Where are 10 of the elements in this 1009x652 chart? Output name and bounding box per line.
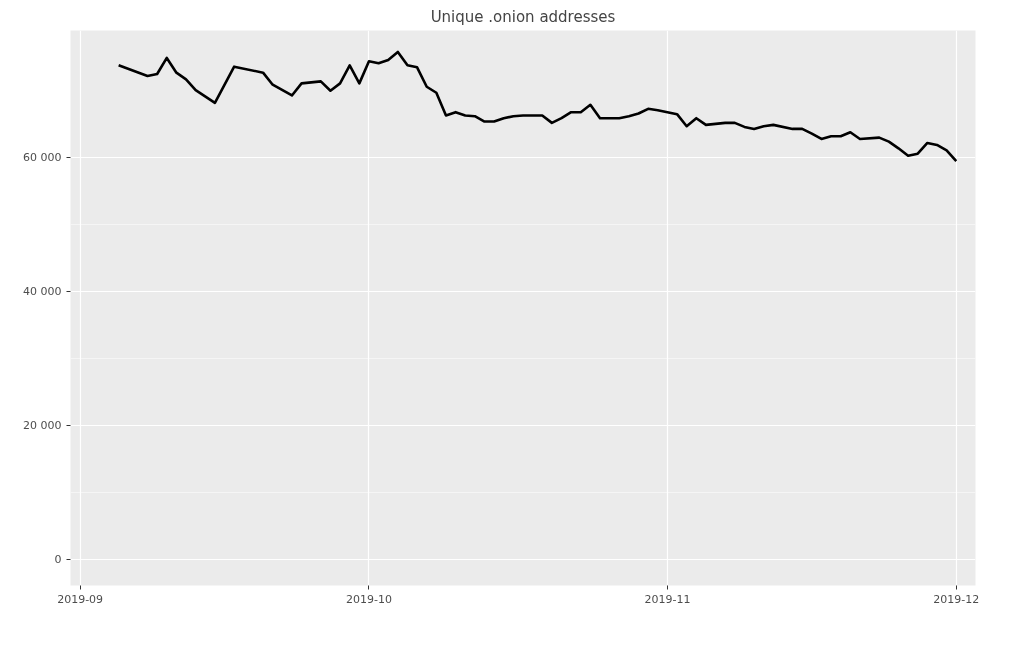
x-tick-label: 2019-09 <box>57 592 104 606</box>
x-tick-label: 2019-10 <box>345 592 392 606</box>
y-tick-label: 20 000 <box>23 418 62 432</box>
y-tick-label: 60 000 <box>23 151 62 165</box>
y-tick-label: 0 <box>54 552 62 566</box>
x-tick-label: 2019-11 <box>644 592 691 606</box>
x-tick-label: 2019-12 <box>933 592 980 606</box>
y-tick-label: 40 000 <box>23 285 62 299</box>
line-series <box>117 50 958 163</box>
chart-title: Unique .onion addresses <box>430 7 616 26</box>
